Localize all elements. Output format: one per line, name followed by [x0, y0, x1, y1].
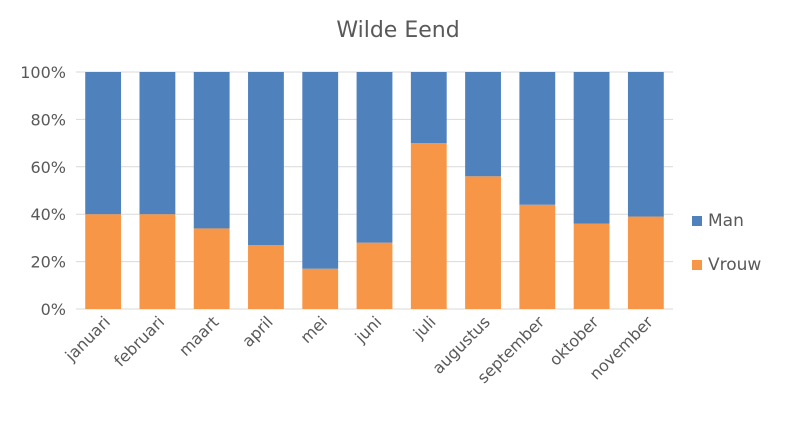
y-tick-label: 80%: [30, 110, 66, 129]
bar-vrouw-november: [627, 216, 664, 309]
y-tick-label: 20%: [30, 253, 66, 272]
y-tick-label: 40%: [30, 205, 66, 224]
y-axis: 0% 20% 40% 60% 80% 100%: [20, 63, 66, 319]
x-tick-label: januari: [61, 312, 114, 365]
bar-man-februari: [139, 72, 176, 215]
bar-man-juni: [356, 72, 393, 243]
y-tick-label: 100%: [20, 63, 66, 82]
y-tick-label: 0%: [41, 300, 66, 319]
chart-title: Wilde Eend: [336, 18, 459, 43]
legend-label-man: Man: [708, 211, 744, 231]
bar-man-januari: [85, 72, 122, 215]
bar-vrouw-april: [248, 245, 284, 309]
bar-man-oktober: [573, 72, 610, 224]
x-tick-label: maart: [175, 312, 222, 359]
bar-man-september: [519, 72, 556, 205]
bar-vrouw-januari: [85, 214, 122, 309]
legend-swatch-man: [692, 216, 702, 226]
legend: Man Vrouw: [692, 211, 761, 275]
bars: [85, 72, 664, 309]
bar-vrouw-augustus: [465, 176, 501, 309]
legend-swatch-vrouw: [692, 260, 702, 270]
x-tick-label: juli: [409, 312, 440, 343]
bar-vrouw-september: [519, 204, 556, 309]
bar-vrouw-februari: [139, 214, 176, 309]
bar-vrouw-mei: [302, 268, 339, 309]
x-tick-label: juni: [351, 312, 386, 347]
x-tick-label: februari: [110, 312, 168, 370]
bar-man-augustus: [465, 72, 501, 177]
x-tick-label: april: [238, 312, 276, 350]
bar-vrouw-maart: [193, 228, 230, 309]
legend-label-vrouw: Vrouw: [708, 255, 761, 275]
bar-man-november: [627, 72, 664, 217]
bar-man-juli: [410, 72, 447, 144]
y-tick-label: 60%: [30, 158, 66, 177]
bar-vrouw-juni: [356, 242, 393, 309]
bar-man-maart: [193, 72, 230, 229]
bar-vrouw-oktober: [573, 223, 610, 309]
bar-man-april: [248, 72, 284, 246]
bar-vrouw-juli: [410, 143, 447, 309]
bar-man-mei: [302, 72, 339, 269]
x-tick-label: mei: [296, 312, 331, 347]
